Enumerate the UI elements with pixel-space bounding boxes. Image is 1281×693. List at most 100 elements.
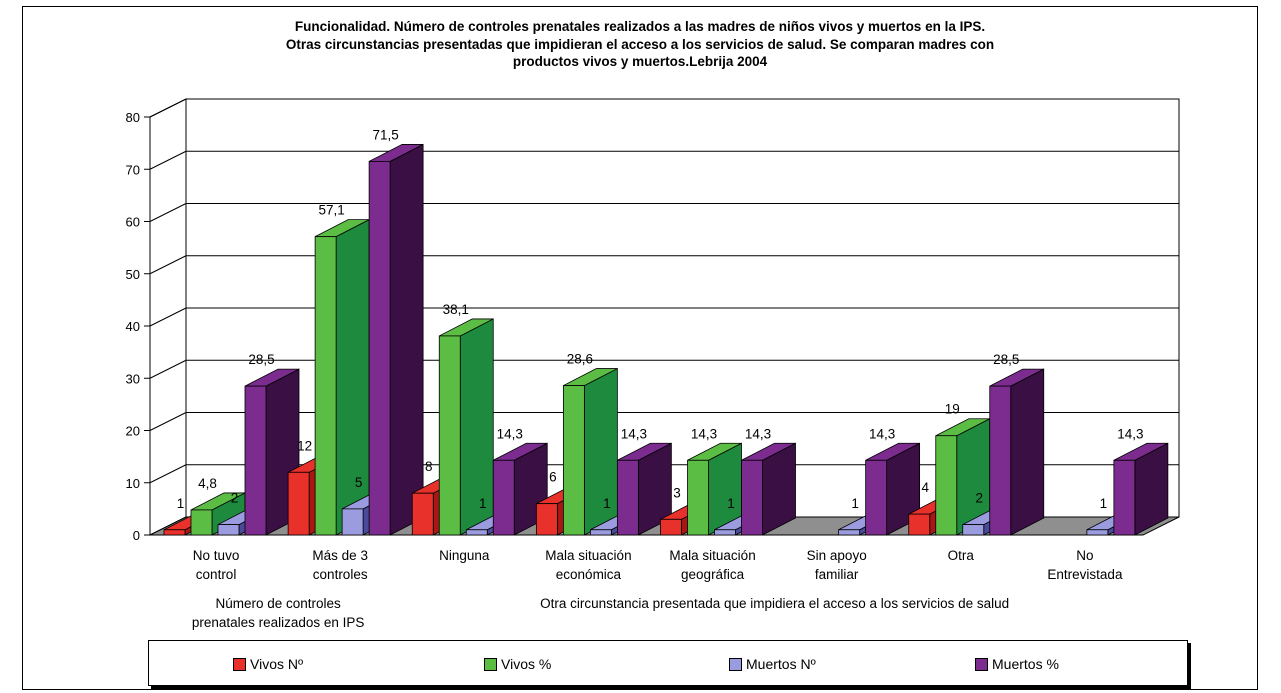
legend-item: Muertos % bbox=[975, 656, 1059, 672]
category-label: No bbox=[1076, 548, 1093, 563]
chart-title-line-2: Otras circunstancias presentadas que imp… bbox=[285, 36, 995, 52]
y-tick-label: 70 bbox=[126, 162, 140, 177]
bar bbox=[989, 385, 1012, 536]
data-label: 28,5 bbox=[248, 352, 274, 367]
legend-swatch bbox=[233, 657, 246, 671]
bar bbox=[589, 529, 612, 536]
category-label: Mala situación bbox=[545, 548, 631, 563]
data-label: 4,8 bbox=[198, 476, 217, 491]
bar bbox=[163, 529, 186, 536]
data-label: 3 bbox=[673, 485, 681, 500]
category-label: económica bbox=[556, 567, 622, 582]
legend-item: Muertos Nº bbox=[729, 656, 816, 672]
bar bbox=[714, 529, 736, 536]
data-label: 1 bbox=[1100, 496, 1108, 511]
data-label: 1 bbox=[851, 496, 859, 511]
category-label: No tuvo bbox=[193, 548, 240, 563]
data-label: 14,3 bbox=[691, 426, 717, 441]
gridline-side bbox=[149, 150, 187, 170]
data-label: 19 bbox=[945, 402, 960, 417]
y-tick-label: 0 bbox=[133, 528, 140, 543]
bar bbox=[865, 459, 888, 536]
bar-side bbox=[583, 367, 618, 536]
bar bbox=[935, 435, 958, 536]
bar bbox=[962, 524, 985, 536]
category-label: Sin apoyo bbox=[807, 548, 867, 563]
group-label: Número de controles bbox=[215, 596, 341, 611]
bar bbox=[314, 236, 337, 536]
legend-swatch bbox=[729, 657, 742, 671]
category-label: Entrevistada bbox=[1047, 567, 1123, 582]
data-label: 4 bbox=[921, 480, 929, 495]
legend-item: Vivos % bbox=[484, 656, 551, 672]
bar bbox=[368, 161, 391, 536]
legend-label: Vivos % bbox=[501, 656, 552, 672]
legend-item: Vivos Nº bbox=[233, 656, 303, 672]
data-label: 1 bbox=[727, 496, 735, 511]
bar bbox=[411, 492, 434, 536]
category-label: Otra bbox=[948, 548, 975, 563]
data-label: 57,1 bbox=[318, 203, 344, 218]
legend-label: Muertos Nº bbox=[746, 656, 816, 672]
chart-title-line-3: productos vivos y muertos.Lebrija 2004 bbox=[512, 54, 768, 69]
bar bbox=[287, 471, 310, 536]
y-tick-label: 50 bbox=[126, 267, 140, 282]
bar-side bbox=[335, 218, 370, 536]
data-label: 71,5 bbox=[372, 127, 398, 142]
gridline-side bbox=[149, 307, 187, 327]
data-label: 5 bbox=[355, 475, 363, 490]
bar bbox=[190, 509, 213, 536]
gridline-side bbox=[149, 412, 187, 431]
bar-side bbox=[389, 143, 424, 536]
data-label: 38,1 bbox=[443, 302, 469, 317]
bar bbox=[562, 385, 585, 536]
gridline-side bbox=[149, 203, 187, 222]
y-tick-label: 10 bbox=[126, 476, 140, 491]
bar-side bbox=[1010, 368, 1045, 536]
gridline-side bbox=[149, 359, 187, 379]
category-label: Mala situación bbox=[669, 548, 755, 563]
bar bbox=[741, 459, 763, 536]
data-label: 6 bbox=[549, 470, 557, 485]
y-tick-label: 60 bbox=[126, 215, 140, 230]
legend-swatch bbox=[975, 657, 988, 671]
data-label: 28,5 bbox=[993, 352, 1019, 367]
data-label: 1 bbox=[603, 496, 611, 511]
data-label: 14,3 bbox=[1117, 426, 1143, 441]
bar bbox=[660, 518, 682, 536]
data-label: 1 bbox=[479, 496, 487, 511]
data-label: 2 bbox=[231, 491, 239, 506]
data-label: 14,3 bbox=[497, 426, 523, 441]
y-tick-label: 20 bbox=[126, 424, 140, 439]
bar bbox=[438, 335, 461, 536]
category-label: controles bbox=[313, 567, 368, 582]
y-tick-label: 40 bbox=[126, 319, 140, 334]
data-label: 2 bbox=[975, 491, 983, 506]
data-label: 28,6 bbox=[567, 352, 593, 367]
group-label: Otra circunstancia presentada que impidi… bbox=[540, 596, 1009, 611]
bar bbox=[616, 459, 639, 536]
legend: Vivos Nº Vivos % Muertos Nº Muertos % bbox=[148, 640, 1188, 686]
data-label: 8 bbox=[425, 459, 433, 474]
category-label: geográfica bbox=[681, 567, 745, 582]
bar bbox=[908, 513, 931, 536]
bar bbox=[1086, 529, 1109, 536]
category-label: Más de 3 bbox=[312, 548, 368, 563]
bar bbox=[465, 529, 488, 536]
bar-chart: 0102030405060708014,8228,51257,1571,5838… bbox=[126, 98, 1180, 630]
bar bbox=[341, 508, 364, 536]
data-label: 14,3 bbox=[621, 426, 647, 441]
bar bbox=[838, 529, 861, 536]
category-label: control bbox=[196, 567, 237, 582]
group-label: prenatales realizados en IPS bbox=[192, 615, 365, 630]
chart-frame bbox=[22, 6, 1258, 690]
category-label: Ninguna bbox=[439, 548, 490, 563]
gridline-side bbox=[149, 255, 187, 275]
chart-title: Funcionalidad. Número de controles prena… bbox=[120, 18, 1160, 71]
bar-side bbox=[459, 318, 494, 536]
legend-label: Muertos % bbox=[992, 656, 1059, 672]
legend-swatch bbox=[484, 657, 497, 671]
data-label: 14,3 bbox=[869, 426, 895, 441]
chart-title-line-1: Funcionalidad. Número de controles prena… bbox=[294, 19, 986, 34]
gridline-side bbox=[149, 464, 187, 484]
